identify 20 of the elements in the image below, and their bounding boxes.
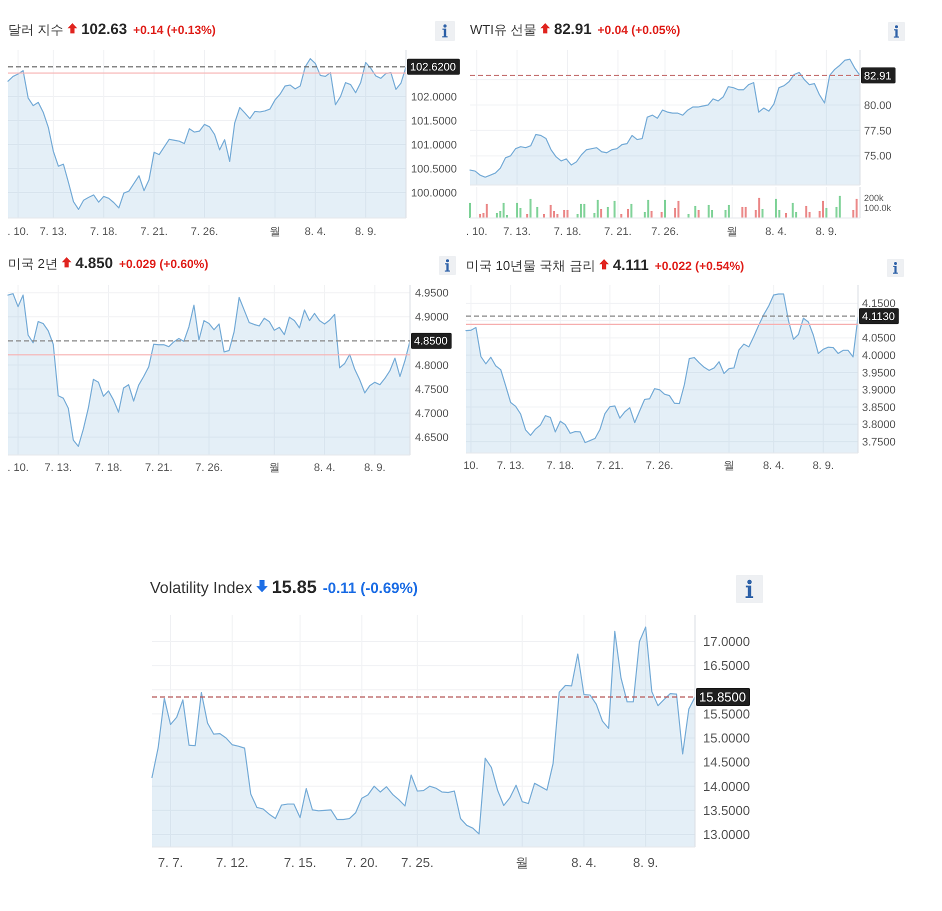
annotation: +0.022 (+0.54%) xyxy=(654,259,744,273)
title: 미국 10년물 국채 금리 xyxy=(466,258,596,273)
subtitle: 82.91 xyxy=(554,21,592,38)
title: 미국 2년 xyxy=(8,256,58,271)
subtitle: 102.63 xyxy=(81,21,128,38)
subtitle: 15.85 xyxy=(272,577,317,597)
ref-line-label: 4.8500 xyxy=(414,336,448,348)
title: Volatility Index xyxy=(150,580,252,597)
title: WTI유 선물 xyxy=(470,22,536,37)
ref-line-label: 15.8500 xyxy=(699,690,746,705)
subtitle: 4.111 xyxy=(612,257,649,274)
annotation: +0.14 (+0.13%) xyxy=(133,23,216,37)
annotation: +0.029 (+0.60%) xyxy=(118,257,208,271)
ref-line-label: 4.1130 xyxy=(862,310,895,323)
annotation: +0.04 (+0.05%) xyxy=(598,23,680,37)
subtitle: 4.850 xyxy=(75,255,113,272)
title: 달러 지수 xyxy=(8,22,64,37)
annotation: -0.11 (-0.69%) xyxy=(322,580,418,597)
ref-line-label: 102.6200 xyxy=(410,62,456,74)
ref-line-label: 82.91 xyxy=(864,70,892,82)
